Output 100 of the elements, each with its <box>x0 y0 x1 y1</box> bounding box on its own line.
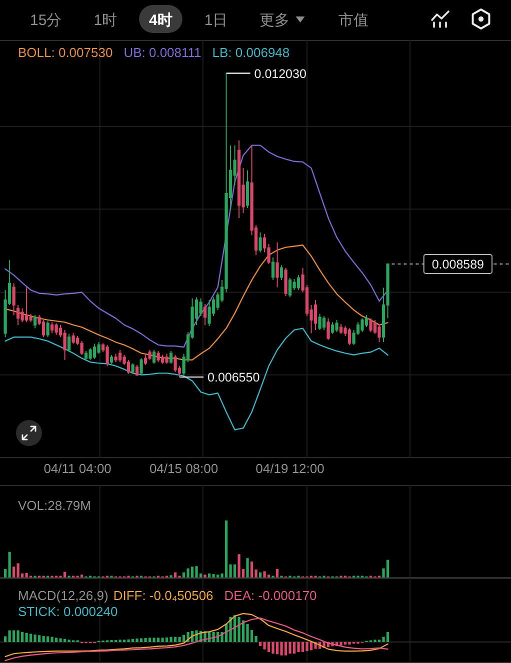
bar <box>42 636 45 642</box>
candlestick <box>314 300 318 330</box>
bar <box>386 560 390 578</box>
x-tick-label: 04/15 08:00 <box>149 461 218 476</box>
bar <box>25 572 28 578</box>
bar <box>267 574 270 578</box>
bar <box>292 642 296 654</box>
bar <box>80 574 84 578</box>
bar <box>195 566 198 578</box>
candlestick <box>54 322 58 336</box>
candlestick <box>140 358 143 376</box>
bar <box>276 568 279 578</box>
candlestick <box>288 277 292 298</box>
text: 15分 <box>30 12 62 29</box>
chart-title: MACD(12,26,9) <box>18 588 108 603</box>
candlestick <box>88 348 92 360</box>
bar <box>156 638 160 642</box>
text: LB: 0.006948 <box>212 45 290 60</box>
bar <box>20 632 24 642</box>
bar <box>233 564 236 578</box>
candlestick <box>296 274 300 291</box>
candlestick <box>25 286 28 323</box>
bar <box>297 642 300 652</box>
candlestick <box>46 320 50 338</box>
bar <box>63 638 66 642</box>
bar <box>310 642 313 650</box>
bar <box>276 642 279 654</box>
text: UB: 0.008111 <box>124 45 202 60</box>
text: 更多 <box>260 12 290 29</box>
text: 4时 <box>149 12 172 29</box>
bar <box>161 638 164 642</box>
bar <box>208 574 211 578</box>
candlestick <box>12 282 16 316</box>
bar <box>148 638 152 642</box>
candlestick <box>208 300 211 327</box>
bar <box>182 634 186 642</box>
candlestick <box>152 349 156 364</box>
candlestick <box>63 329 66 360</box>
bar <box>16 563 20 578</box>
candlestick <box>169 350 173 364</box>
bar <box>224 520 228 578</box>
bar <box>204 574 206 578</box>
bar <box>16 630 20 642</box>
bar <box>50 636 54 642</box>
candlestick <box>284 267 288 297</box>
bar <box>344 642 347 645</box>
bar <box>170 636 172 642</box>
candlestick <box>106 344 109 366</box>
candlestick <box>364 314 368 328</box>
candlestick <box>67 333 71 353</box>
bar <box>238 616 240 642</box>
ref-line-label: 0.008589 <box>432 257 484 272</box>
candlestick <box>378 323 381 343</box>
candlestick <box>258 232 262 253</box>
bar <box>174 572 177 578</box>
candlestick <box>165 353 168 364</box>
candlestick <box>339 323 343 334</box>
bar <box>165 637 168 642</box>
candlestick <box>335 319 338 333</box>
bar <box>63 572 66 578</box>
bar <box>246 558 249 578</box>
bar <box>136 638 138 642</box>
bar <box>25 632 28 642</box>
bar <box>340 642 342 646</box>
candlestick <box>126 359 130 374</box>
bar <box>8 552 11 578</box>
bar <box>212 574 215 578</box>
bar <box>263 571 266 578</box>
candlestick <box>246 170 250 208</box>
bar <box>8 630 11 642</box>
candlestick <box>360 318 364 333</box>
bar <box>386 632 390 642</box>
candlestick <box>160 354 164 364</box>
bar <box>186 568 190 578</box>
bar <box>174 636 177 642</box>
bar <box>288 642 292 654</box>
bar <box>178 636 181 642</box>
candlestick <box>118 349 122 363</box>
series-label: DIFF: -0.0₄50506 <box>113 588 214 603</box>
candlestick <box>144 354 148 366</box>
chart-title: VOL:28.79M <box>18 498 91 513</box>
bar <box>216 574 220 578</box>
text: 市值 <box>338 12 369 29</box>
bar <box>272 642 274 654</box>
text: 1时 <box>94 12 118 29</box>
bar <box>140 638 143 642</box>
candlestick <box>72 332 75 344</box>
candlestick <box>280 264 284 281</box>
annotation: 0.006550 <box>208 370 260 385</box>
bar <box>280 642 283 656</box>
bar <box>284 642 288 656</box>
text: BOLL: 0.007530 <box>18 45 113 60</box>
bar <box>182 572 186 578</box>
bar <box>29 634 32 642</box>
candlestick <box>84 350 88 360</box>
candlestick <box>318 313 322 330</box>
bar <box>258 642 262 646</box>
bar <box>131 638 134 642</box>
x-tick-label: 04/19 12:00 <box>256 461 324 476</box>
candlestick <box>110 354 114 364</box>
